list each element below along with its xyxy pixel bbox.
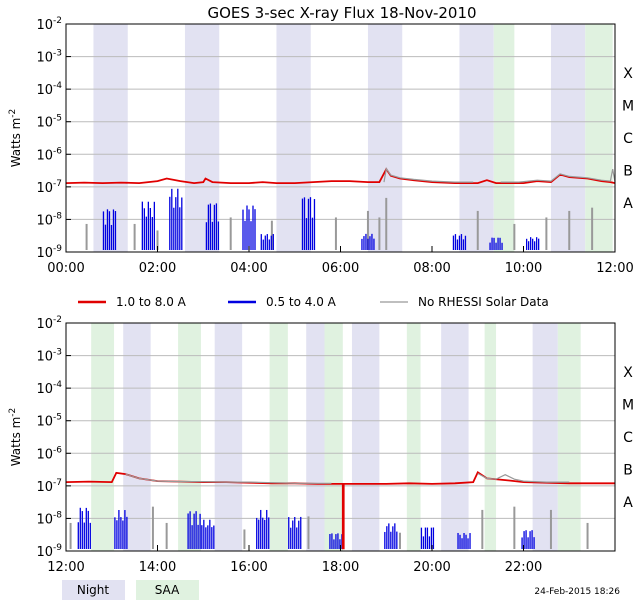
- saa-band: [406, 323, 421, 551]
- x-tick-label: 14:00: [139, 560, 176, 575]
- night-band: [367, 24, 403, 252]
- night-band: [276, 24, 311, 252]
- panel-top: 10-9 10-8 10-7 10-6 10-5 10-4 10-3 10-2 Watts m-…: [8, 16, 634, 276]
- night-band: [184, 24, 220, 252]
- y-tick-label: 10-4: [36, 380, 62, 397]
- x-tick-label: 18:00: [322, 560, 359, 575]
- chart-title: GOES 3-sec X-ray Flux 18-Nov-2010: [207, 4, 476, 22]
- series-no-rhessi: [477, 472, 570, 483]
- y-tick-label: 10-7: [36, 478, 62, 495]
- flare-class-label: B: [623, 164, 633, 180]
- panel-bottom: 10-9 10-8 10-7 10-6 10-5 10-4 10-3 10-2 Watts m-…: [8, 315, 634, 575]
- saa-band: [484, 323, 497, 551]
- flare-class-label: M: [622, 397, 634, 413]
- y-tick-label: 10-9: [36, 244, 62, 261]
- x-tick-label: 22:00: [505, 560, 542, 575]
- flare-class-label: X: [623, 66, 633, 82]
- x-tick-label: 04:00: [230, 261, 267, 276]
- night-band: [459, 24, 494, 252]
- saa-band: [269, 323, 288, 551]
- flare-class-label: C: [623, 430, 633, 446]
- night-band: [550, 24, 586, 252]
- saa-band: [91, 323, 115, 551]
- y-tick-label: 10-6: [36, 445, 62, 462]
- x-tick-label: 02:00: [139, 261, 176, 276]
- flare-class-label: B: [623, 463, 633, 479]
- band-legend-swatch: [62, 580, 125, 600]
- band-legend-label: SAA: [155, 583, 180, 597]
- flare-class-label: X: [623, 365, 633, 381]
- night-band: [441, 323, 469, 551]
- y-tick-label: 10-5: [36, 114, 62, 131]
- flare-class-label: A: [623, 495, 633, 511]
- y-tick-label: 10-3: [36, 49, 62, 66]
- x-tick-label: 16:00: [230, 560, 267, 575]
- x-tick-label: 10:00: [505, 261, 542, 276]
- series-no-rhessi: [383, 167, 474, 183]
- y-tick-label: 10-3: [36, 348, 62, 365]
- band-legend: Night SAA: [62, 580, 199, 600]
- flare-class-label: M: [622, 98, 634, 114]
- timestamp-footer: 24-Feb-2015 18:26: [534, 587, 620, 597]
- legend-label: No RHESSI Solar Data: [418, 295, 549, 309]
- night-band: [532, 323, 558, 551]
- series-no-rhessi: [500, 168, 616, 183]
- x-tick-label: 12:00: [596, 261, 633, 276]
- legend: 1.0 to 8.0 A 0.5 to 4.0 A No RHESSI Solar …: [78, 295, 549, 309]
- y-tick-label: 10-5: [36, 413, 62, 430]
- saa-band: [585, 24, 613, 252]
- band-legend-swatch: [136, 580, 199, 600]
- saa-band: [178, 323, 201, 551]
- band-legend-label: Night: [77, 583, 110, 597]
- x-tick-label: 12:00: [47, 560, 84, 575]
- y-tick-label: 10-2: [36, 315, 62, 332]
- night-band: [93, 24, 128, 252]
- flare-class-label: A: [623, 196, 633, 212]
- y-axis-title: Watts m-2: [8, 109, 23, 168]
- y-tick-label: 10-8: [36, 211, 62, 228]
- series-no-rhessi: [125, 473, 332, 484]
- x-tick-label: 06:00: [322, 261, 359, 276]
- y-tick-label: 10-4: [36, 81, 62, 98]
- x-tick-label: 08:00: [413, 261, 450, 276]
- y-tick-label: 10-6: [36, 146, 62, 163]
- x-tick-label: 00:00: [47, 261, 84, 276]
- legend-label: 1.0 to 8.0 A: [116, 295, 187, 309]
- y-tick-label: 10-2: [36, 16, 62, 33]
- saa-band: [557, 323, 581, 551]
- saa-band: [493, 24, 515, 252]
- y-tick-label: 10-7: [36, 179, 62, 196]
- legend-label: 0.5 to 4.0 A: [266, 295, 337, 309]
- flare-class-label: C: [623, 131, 633, 147]
- y-tick-label: 10-9: [36, 543, 62, 560]
- night-band: [351, 323, 380, 551]
- series-long: [65, 167, 616, 185]
- y-axis-title: Watts m-2: [8, 408, 23, 467]
- saa-band: [324, 323, 343, 551]
- night-band: [123, 323, 151, 551]
- y-tick-label: 10-8: [36, 510, 62, 527]
- x-tick-label: 20:00: [413, 560, 450, 575]
- night-band: [214, 323, 243, 551]
